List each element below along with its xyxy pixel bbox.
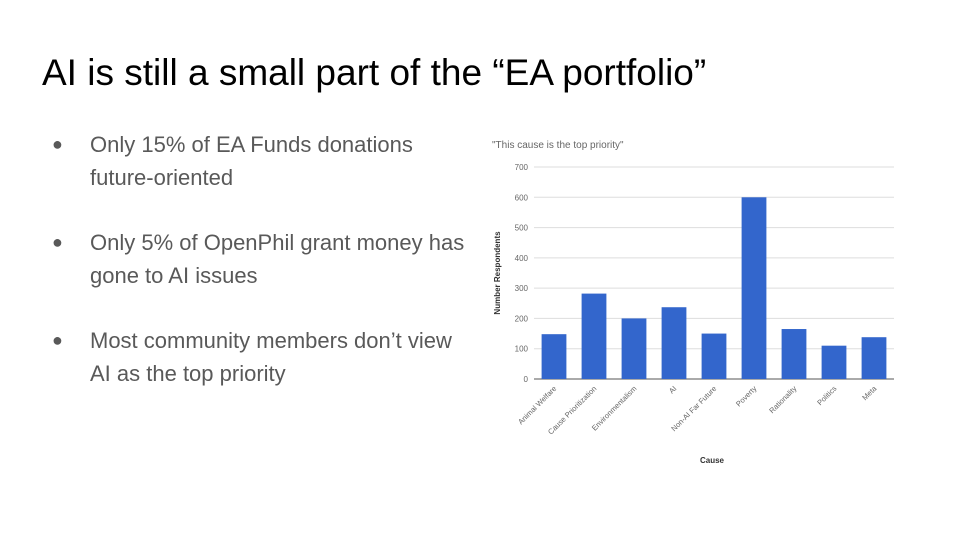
chart-bar [621, 318, 647, 379]
bar-chart: "This cause is the top priority" 0 100 200 3… [492, 140, 894, 465]
x-axis-label: Cause [700, 456, 725, 465]
y-tick-label: 700 [515, 163, 529, 172]
chart-bar [741, 197, 767, 379]
x-tick-label: Meta [860, 383, 879, 402]
x-tick-label: Animal Welfare [516, 384, 558, 426]
x-tick-label: Politics [815, 384, 838, 407]
chart-bar [821, 345, 847, 379]
bullet-dot-icon: ● [52, 134, 63, 154]
bullet-text: Most community members don’t view AI as … [90, 328, 452, 386]
chart-bar [701, 333, 727, 379]
x-tick-label: Poverty [734, 384, 759, 409]
bullet-text: Only 5% of OpenPhil grant money has gone… [90, 230, 465, 288]
x-tick-label: Rationality [767, 384, 798, 415]
chart-bar [581, 293, 607, 379]
bullet-dot-icon: ● [52, 232, 63, 252]
bullet-text: Only 15% of EA Funds donations future-or… [90, 132, 413, 190]
chart-bar [541, 334, 567, 379]
chart-bar [861, 337, 887, 379]
x-tick-label: AI [667, 384, 678, 395]
y-tick-label: 0 [524, 375, 529, 384]
bullet-item: ● Most community members don’t view AI a… [52, 324, 472, 390]
y-tick-label: 600 [515, 193, 529, 202]
y-tick-label: 200 [515, 314, 529, 323]
slide-title: AI is still a small part of the “EA port… [42, 52, 707, 93]
y-tick-label: 300 [515, 284, 529, 293]
y-tick-label: 500 [515, 224, 529, 233]
bullet-dot-icon: ● [52, 330, 63, 350]
y-tick-label: 400 [515, 254, 529, 263]
y-axis-label: Number Respondents [493, 231, 502, 315]
chart-container: "This cause is the top priority" 0 100 200 3… [484, 130, 904, 475]
bullet-list: ● Only 15% of EA Funds donations future-… [52, 128, 472, 422]
chart-bar [781, 329, 807, 379]
chart-title: "This cause is the top priority" [492, 140, 624, 151]
y-tick-label: 100 [515, 345, 529, 354]
bullet-item: ● Only 5% of OpenPhil grant money has go… [52, 226, 472, 292]
chart-bar [661, 307, 687, 379]
bullet-item: ● Only 15% of EA Funds donations future-… [52, 128, 472, 194]
